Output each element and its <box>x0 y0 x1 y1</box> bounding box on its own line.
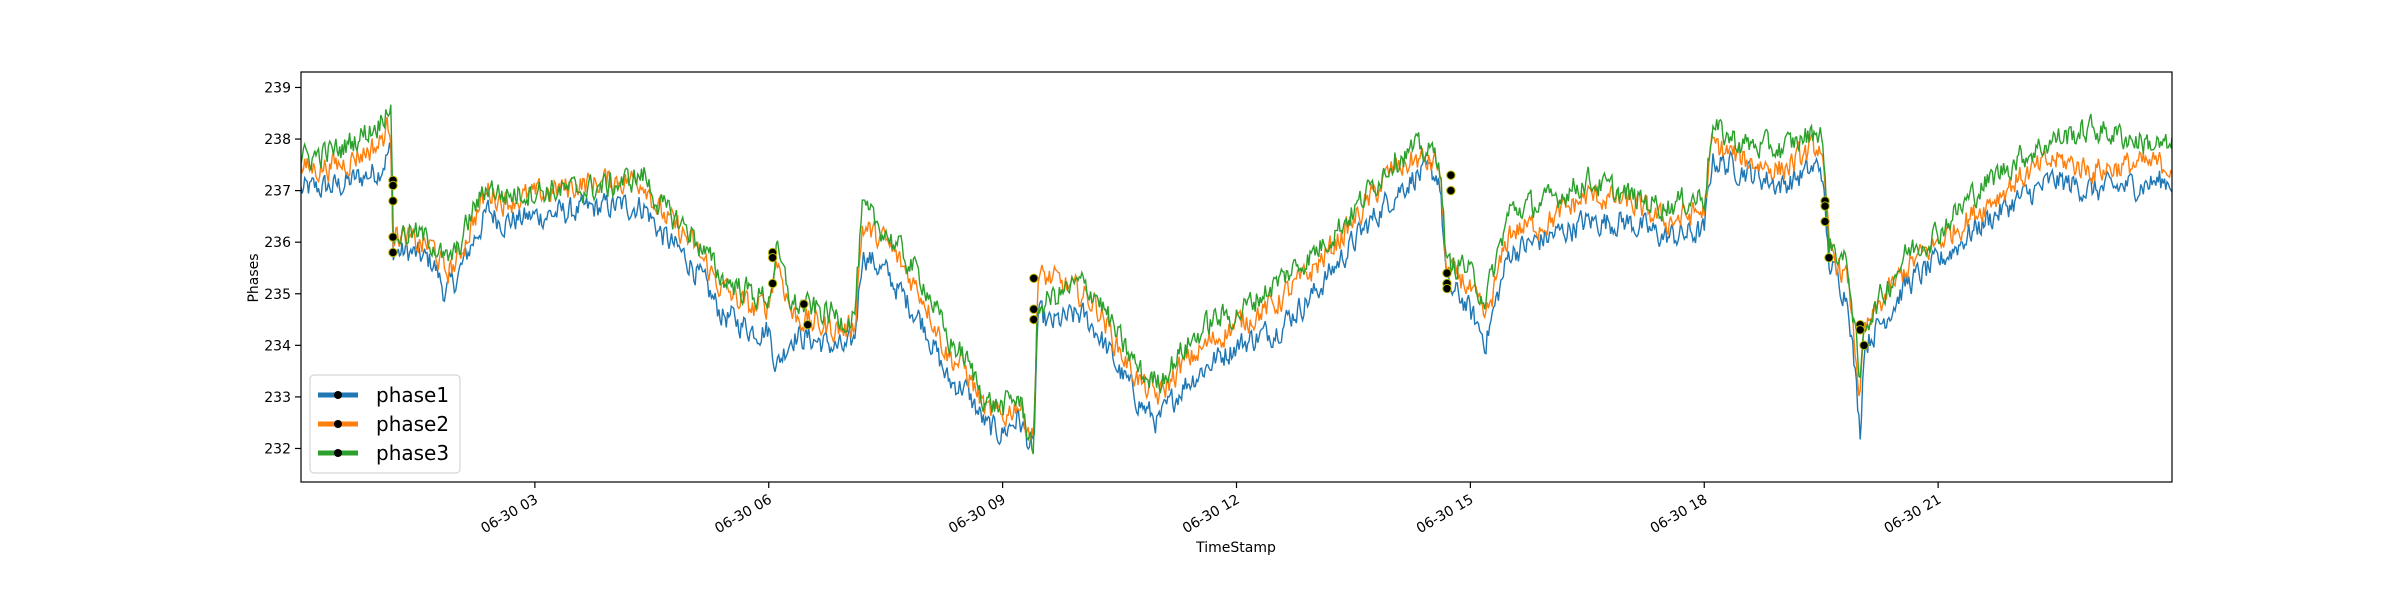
event-marker <box>803 320 813 330</box>
event-marker <box>1820 201 1830 211</box>
event-marker <box>1820 216 1830 227</box>
event-marker <box>388 247 398 258</box>
x-tick-label: 06-30 15 <box>1414 492 1477 537</box>
event-marker <box>799 299 809 309</box>
event-marker <box>1446 170 1456 180</box>
x-tick-label: 06-30 09 <box>946 492 1009 537</box>
legend: phase1 phase2 phase3 <box>309 374 461 474</box>
y-tick-label: 232 <box>264 441 291 457</box>
series-line-phase3 <box>301 104 2172 455</box>
y-axis: 232 233 234 235 236 237 238 239 <box>264 80 301 457</box>
legend-label-phase2: phase2 <box>376 412 449 436</box>
plot-frame <box>300 71 2173 483</box>
event-marker <box>1824 252 1834 263</box>
x-axis-label: TimeStamp <box>1195 540 1276 556</box>
legend-box <box>309 374 461 474</box>
legend-marker <box>334 449 342 457</box>
event-marker <box>1442 268 1452 278</box>
legend-marker <box>334 420 342 428</box>
y-tick-label: 238 <box>264 132 291 148</box>
series-line-phase2 <box>301 116 2172 441</box>
y-tick-label: 235 <box>264 287 291 303</box>
y-tick-label: 234 <box>264 338 291 354</box>
legend-marker <box>334 391 342 399</box>
x-tick-label: 06-30 03 <box>478 492 541 537</box>
legend-label-phase3: phase3 <box>376 441 449 465</box>
x-tick-label: 06-30 12 <box>1180 492 1243 537</box>
event-marker <box>1029 273 1039 283</box>
y-tick-label: 239 <box>264 80 291 96</box>
event-marker <box>388 232 398 242</box>
legend-label-phase1: phase1 <box>376 383 449 407</box>
x-tick-label: 06-30 06 <box>712 492 775 537</box>
event-marker <box>767 278 778 289</box>
y-tick-label: 237 <box>264 184 291 200</box>
event-marker <box>767 252 778 263</box>
event-marker <box>1442 283 1452 294</box>
x-tick-label: 06-30 18 <box>1648 492 1711 537</box>
x-tick-label: 06-30 21 <box>1882 492 1945 537</box>
event-marker <box>1029 314 1039 325</box>
event-marker <box>388 196 398 206</box>
event-marker <box>1446 185 1456 196</box>
event-marker <box>1859 340 1869 351</box>
y-tick-label: 233 <box>264 390 291 406</box>
event-marker <box>388 180 398 191</box>
event-marker <box>1029 304 1039 314</box>
y-axis-label: Phases <box>246 253 262 302</box>
x-axis: 06-30 03 06-30 06 06-30 09 06-30 12 06-30 15… <box>478 482 1944 537</box>
y-tick-label: 236 <box>264 235 291 251</box>
event-marker <box>1855 325 1865 335</box>
